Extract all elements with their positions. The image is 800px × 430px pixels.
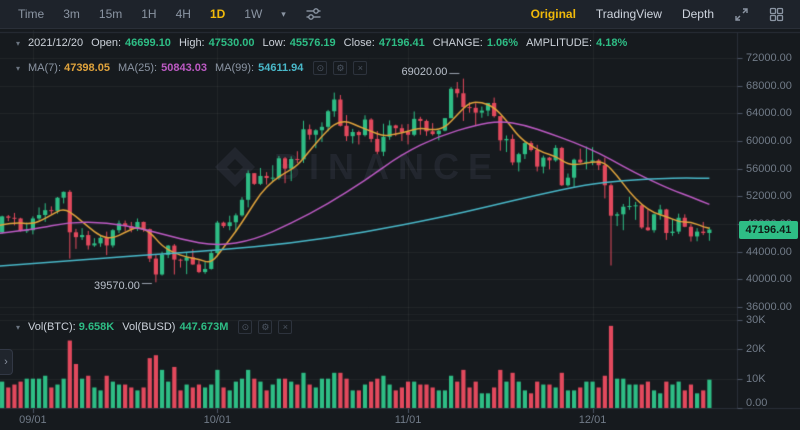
change-value: 1.06% bbox=[486, 37, 519, 49]
y-axis-label: 60000.00 bbox=[746, 135, 792, 147]
ma-legend-buttons: ⊙ ⚙ × bbox=[313, 61, 368, 75]
volume-axis-label: 20K bbox=[746, 343, 766, 356]
y-axis-label: 72000.00 bbox=[746, 52, 792, 64]
amplitude-label: AMPLITUDE: bbox=[526, 37, 593, 49]
y-axis-label: 68000.00 bbox=[746, 79, 792, 92]
y-axis-label: 56000.00 bbox=[746, 162, 792, 175]
vol-busd-value: 447.673M bbox=[179, 321, 229, 333]
time-menu[interactable]: Time bbox=[18, 7, 45, 21]
fullscreen-icon[interactable] bbox=[734, 7, 749, 22]
low-value: 45576.19 bbox=[289, 37, 336, 49]
ma-settings-button[interactable]: ⚙ bbox=[333, 61, 348, 75]
open-label: Open: bbox=[91, 37, 122, 49]
interval-15m[interactable]: 15m bbox=[98, 7, 123, 21]
volume-axis-label: 10K bbox=[746, 372, 766, 385]
ohlc-collapse-caret-icon[interactable]: ▾ bbox=[16, 38, 21, 48]
interval-3m[interactable]: 3m bbox=[63, 7, 80, 21]
interval-1d[interactable]: 1D bbox=[209, 7, 226, 21]
x-axis-label: 12/01 bbox=[578, 414, 607, 426]
volume-eye-button[interactable]: ⊙ bbox=[238, 320, 253, 334]
low-label: Low: bbox=[262, 37, 286, 49]
view-switch-group: Original TradingView Depth bbox=[531, 7, 800, 22]
volume-collapse-caret-icon[interactable]: ▾ bbox=[16, 322, 21, 332]
close-value: 47196.41 bbox=[378, 37, 425, 49]
ma7-value: 47398.05 bbox=[64, 62, 110, 74]
vol-btc-value: 9.658K bbox=[78, 321, 115, 333]
ma25-value: 50843.03 bbox=[161, 62, 207, 74]
last-price-badge: 47196.41 bbox=[739, 220, 798, 239]
y-axis-label: 52000.00 bbox=[746, 190, 792, 203]
interval-1h[interactable]: 1H bbox=[141, 7, 157, 21]
low-price-annotation: 39570.00 bbox=[94, 280, 140, 293]
view-original[interactable]: Original bbox=[530, 7, 576, 21]
x-axis-label: 11/01 bbox=[394, 414, 422, 426]
x-axis-label: 10/01 bbox=[203, 414, 232, 426]
high-label: High: bbox=[178, 37, 205, 49]
ma-legend: ▾ MA(7): 47398.05 MA(25): 50843.03 MA(99… bbox=[16, 61, 368, 75]
interval-dropdown-caret-icon[interactable]: ▾ bbox=[281, 8, 286, 19]
grid-layout-icon[interactable] bbox=[769, 7, 784, 22]
ma7-label: MA(7): bbox=[28, 62, 62, 74]
view-tradingview[interactable]: TradingView bbox=[595, 7, 662, 21]
ohlc-legend: ▾ 2021/12/20 Open: 46699.10 High: 47530.… bbox=[16, 37, 627, 49]
vol-btc-label: Vol(BTC): bbox=[28, 321, 76, 333]
chart-toolbar: Time 3m 15m 1H 4H 1D 1W ▾ Original Tradi… bbox=[0, 0, 800, 29]
amplitude-value: 4.18% bbox=[596, 37, 628, 49]
ohlc-date: 2021/12/20 bbox=[28, 37, 84, 49]
high-value: 47530.00 bbox=[208, 37, 255, 49]
volume-axis-label: 30K bbox=[746, 314, 766, 326]
ma25-label: MA(25): bbox=[117, 62, 158, 74]
y-axis-label: 40000.00 bbox=[746, 273, 792, 286]
volume-settings-button[interactable]: ⚙ bbox=[258, 320, 273, 334]
chevron-right-icon: › bbox=[4, 356, 8, 368]
y-axis-label: 64000.00 bbox=[746, 107, 792, 120]
close-label: Close: bbox=[343, 37, 375, 49]
ma-collapse-caret-icon[interactable]: ▾ bbox=[16, 63, 21, 73]
expand-panel-button[interactable]: › bbox=[0, 349, 13, 375]
chart-settings-icon[interactable] bbox=[305, 6, 322, 22]
view-depth[interactable]: Depth bbox=[681, 7, 714, 21]
volume-axis-label: 0.00 bbox=[746, 397, 768, 409]
y-axis-label: 44000.00 bbox=[746, 245, 792, 258]
open-value: 46699.10 bbox=[125, 37, 171, 49]
high-price-annotation: 69020.00 bbox=[401, 65, 448, 78]
ma99-value: 54611.94 bbox=[258, 62, 304, 74]
interval-group: Time 3m 15m 1H 4H 1D 1W ▾ bbox=[0, 6, 322, 22]
interval-1w[interactable]: 1W bbox=[244, 7, 263, 21]
ma99-label: MA(99): bbox=[214, 62, 255, 74]
y-axis-label: 36000.00 bbox=[746, 301, 792, 313]
ma-close-button[interactable]: × bbox=[353, 61, 368, 75]
volume-legend-buttons: ⊙ ⚙ × bbox=[238, 320, 293, 334]
vol-busd-label: Vol(BUSD) bbox=[122, 321, 176, 333]
volume-legend: ▾ Vol(BTC): 9.658K Vol(BUSD) 447.673M ⊙ … bbox=[16, 320, 293, 334]
x-axis-label: 09/01 bbox=[19, 414, 47, 426]
interval-4h[interactable]: 4H bbox=[175, 7, 191, 21]
volume-close-button[interactable]: × bbox=[278, 320, 293, 334]
ma-eye-button[interactable]: ⊙ bbox=[313, 61, 328, 75]
change-label: CHANGE: bbox=[432, 37, 483, 49]
